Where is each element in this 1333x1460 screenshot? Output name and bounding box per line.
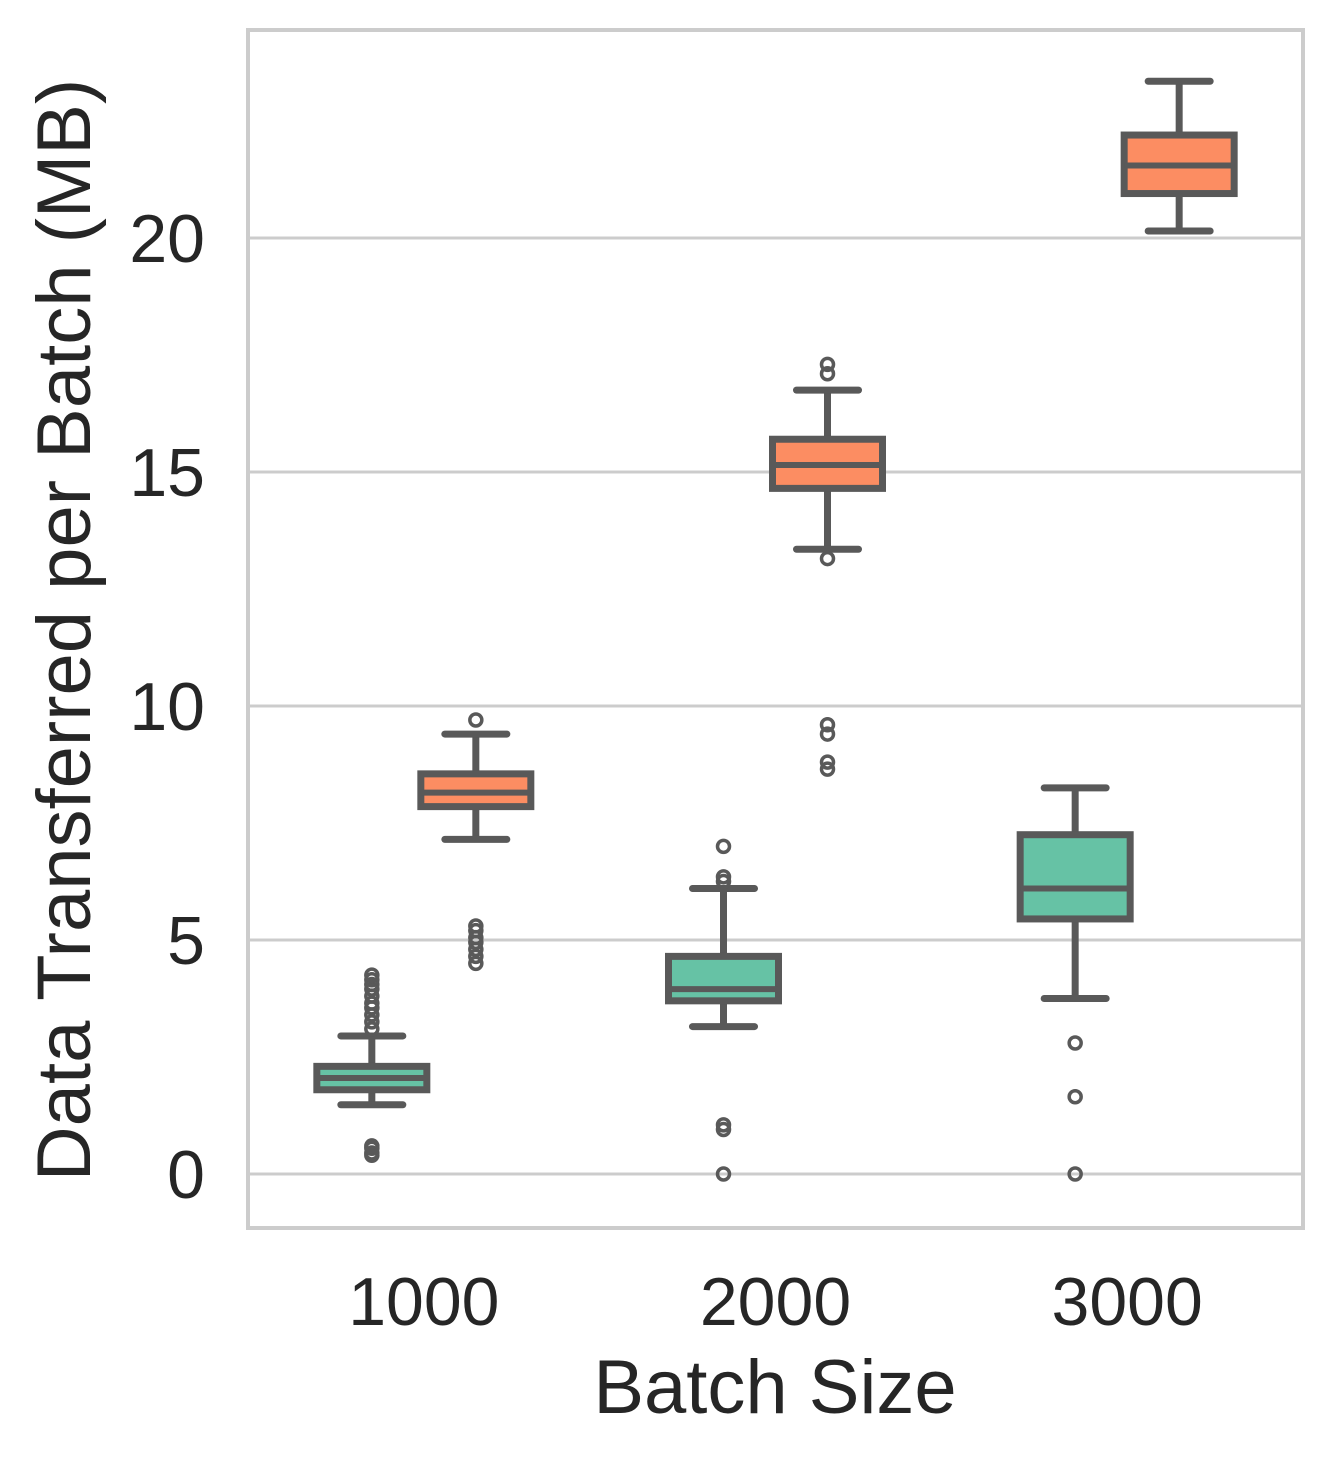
outlier-point-0	[819, 365, 836, 382]
outlier-point-3	[819, 716, 836, 733]
outlier-point-4	[364, 995, 380, 1011]
outlier-point-2	[1067, 1166, 1083, 1182]
x-tick-label-2000: 2000	[700, 1264, 851, 1340]
x-tick-label-3000: 3000	[1052, 1264, 1203, 1340]
outlier-point-0	[364, 1021, 380, 1037]
outlier-point-1	[715, 869, 732, 885]
outlier-point-4	[715, 1117, 732, 1133]
y-tick-label-15: 15	[129, 435, 205, 511]
box-layer	[313, 77, 1238, 1182]
y-tick-labels: 0 5 10 15 20	[129, 201, 205, 1213]
outlier-point-6	[819, 761, 836, 777]
y-axis-label: Data Transferred per Batch (MB)	[22, 79, 107, 1181]
outlier-point-0	[1067, 1035, 1083, 1051]
box-series-2-1000	[417, 712, 535, 972]
outlier-point-4	[819, 726, 836, 742]
box-series-2-3000	[1120, 77, 1238, 235]
box-series-1-2000	[665, 838, 782, 1182]
grid-layer	[248, 236, 1303, 1176]
box-series-2-2000	[769, 356, 886, 777]
iqr-box	[1016, 831, 1134, 923]
x-tick-label-1000: 1000	[348, 1264, 499, 1340]
outlier-point-1	[819, 356, 836, 373]
outlier-point-2	[468, 948, 484, 965]
outlier-point-1	[1067, 1089, 1083, 1105]
outlier-point-9	[364, 967, 380, 983]
y-tick-label-10: 10	[129, 669, 205, 745]
outlier-point-5	[715, 1166, 732, 1182]
outlier-point-1	[468, 955, 484, 972]
outlier-point-13	[364, 1138, 380, 1154]
outlier-point-0	[468, 712, 484, 728]
y-tick-label-20: 20	[129, 201, 205, 277]
y-tick-label-5: 5	[167, 903, 205, 979]
y-tick-label-0: 0	[167, 1137, 205, 1213]
outlier-point-1	[364, 1014, 380, 1030]
box-series-1-3000	[1016, 784, 1134, 1182]
outlier-point-5	[819, 754, 836, 770]
x-tick-labels: 1000 2000 3000	[348, 1264, 1203, 1340]
x-axis-label: Batch Size	[593, 1345, 956, 1430]
plot-frame	[246, 28, 1305, 1230]
iqr-box	[665, 952, 782, 1005]
outlier-point-7	[468, 918, 484, 934]
outlier-point-2	[715, 838, 732, 855]
box-series-1-1000	[313, 967, 431, 1164]
outlier-point-2	[819, 550, 836, 567]
